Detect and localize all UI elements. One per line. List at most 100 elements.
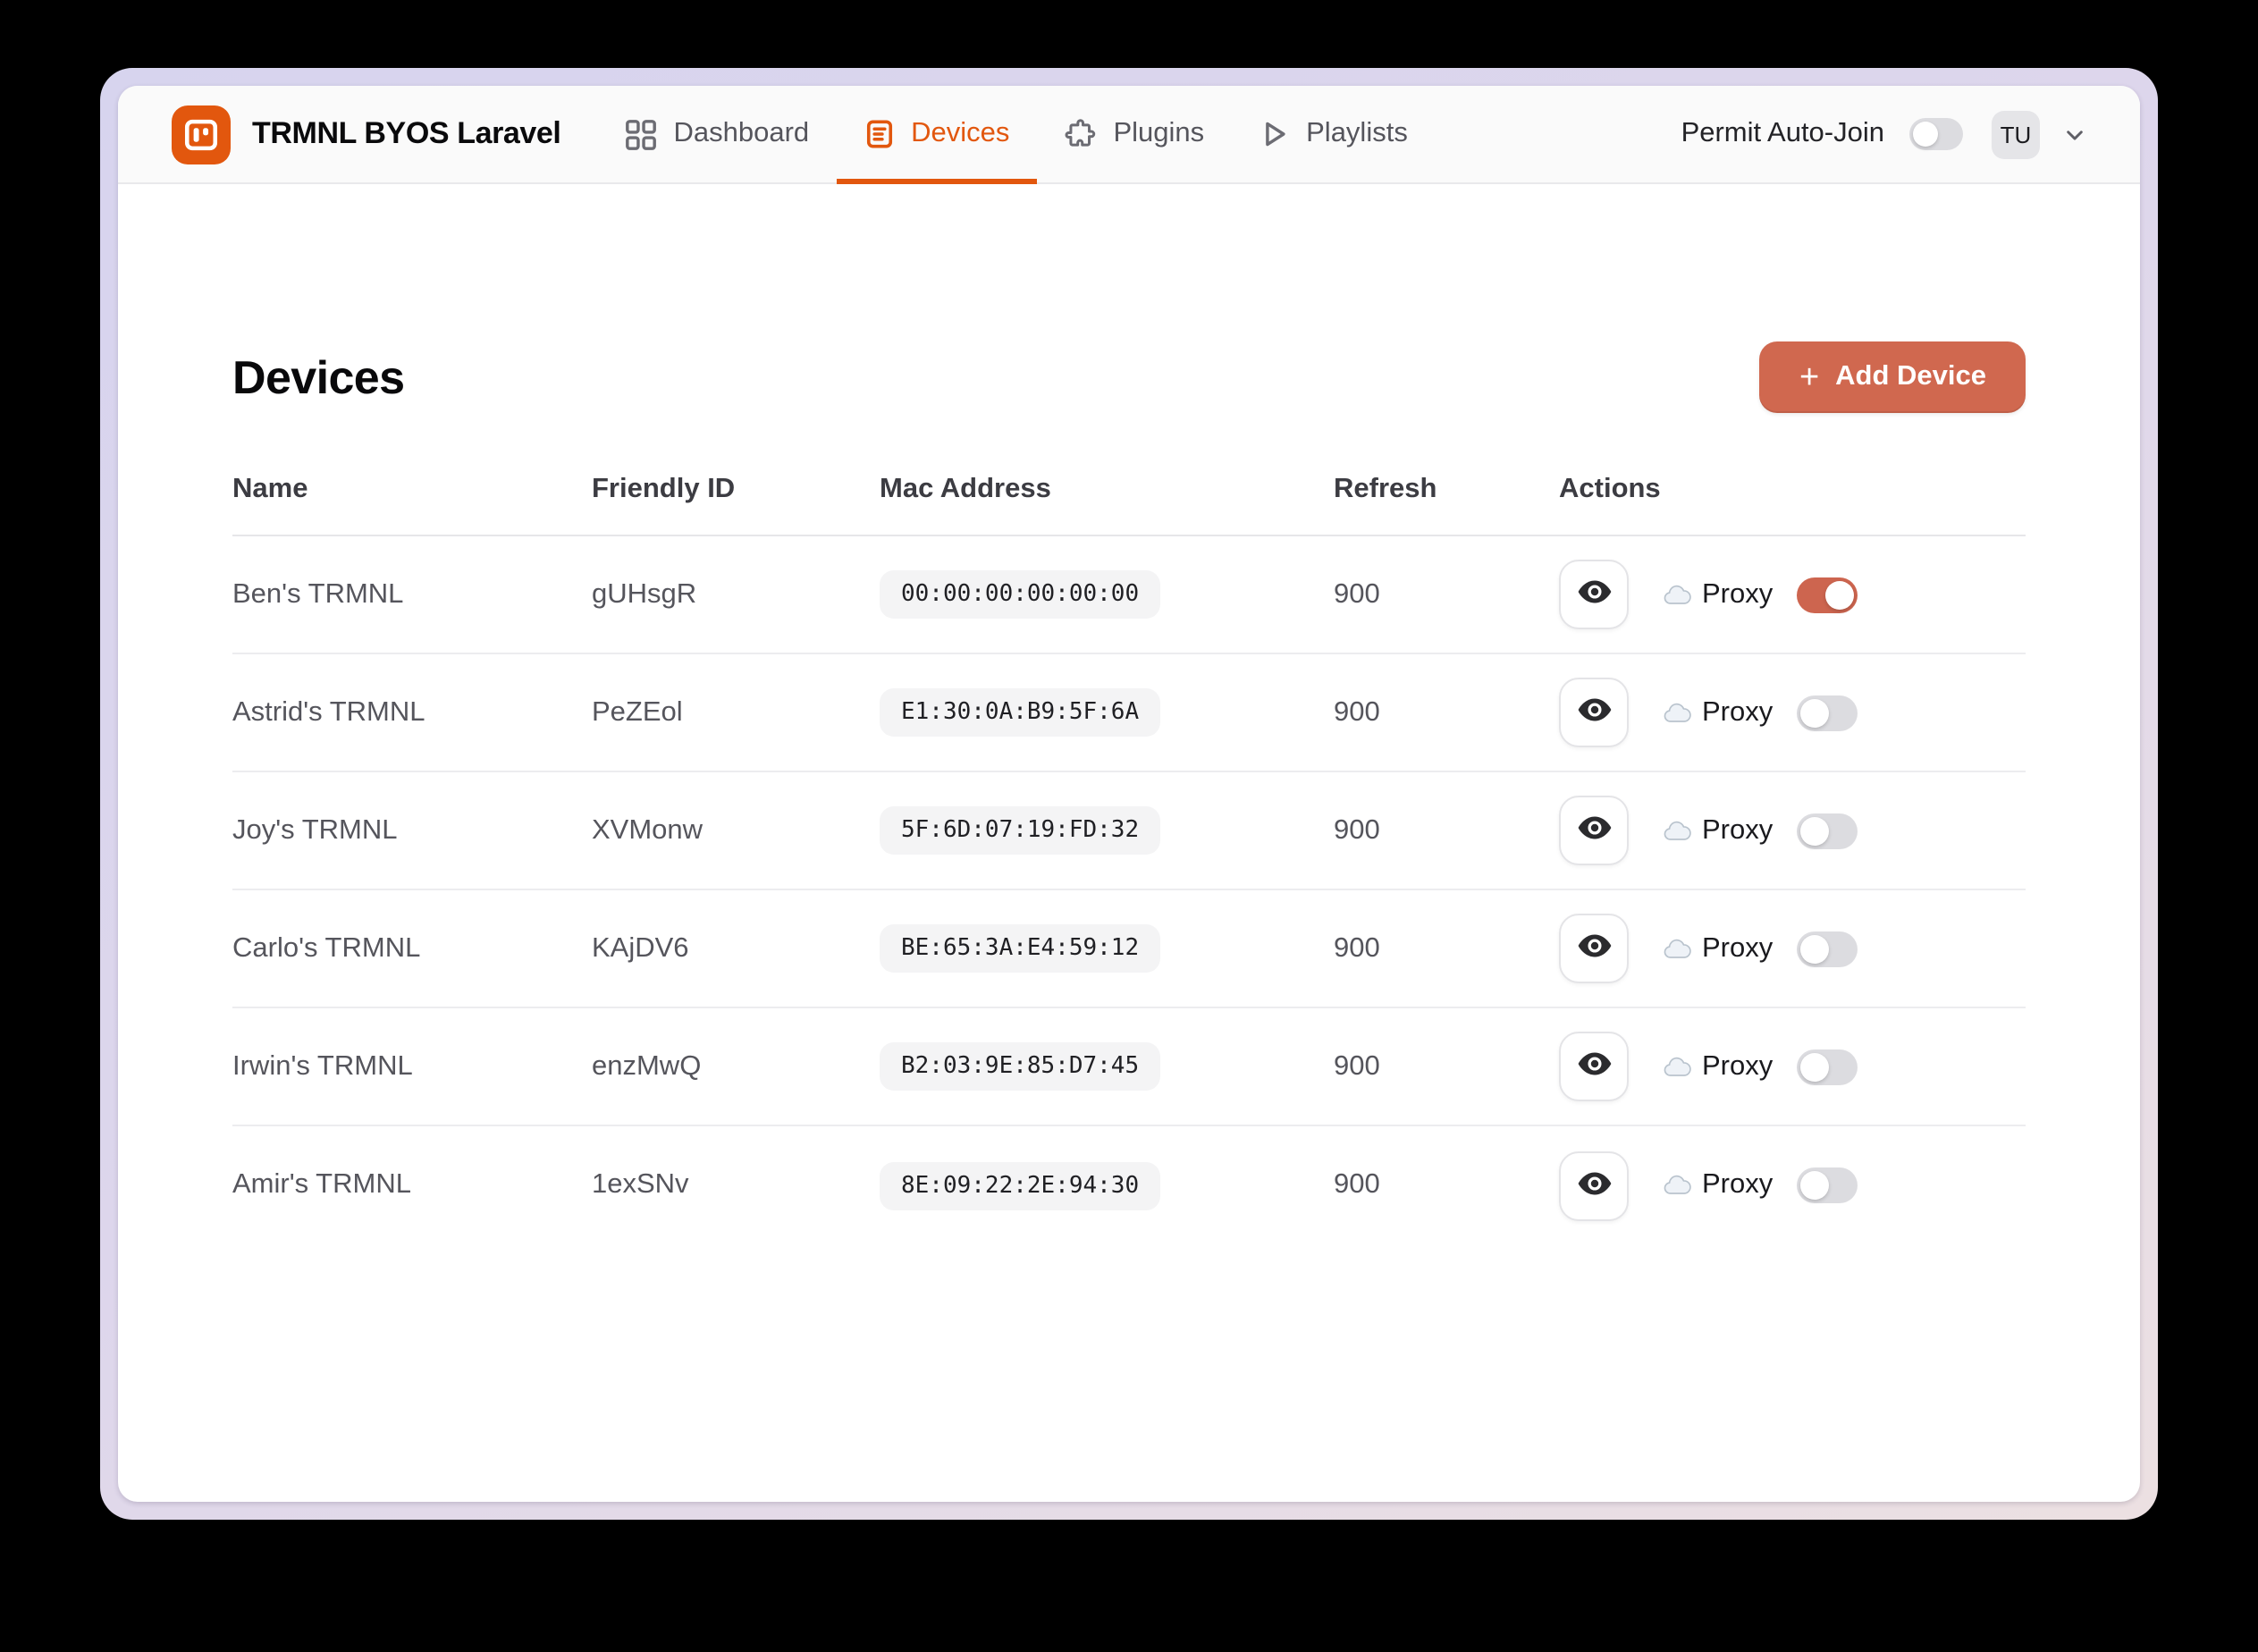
header-right: Permit Auto-Join TU — [1681, 110, 2086, 158]
devices-table: Name Friendly ID Mac Address Refresh Act… — [232, 474, 2026, 1244]
proxy-control: Proxy — [1661, 813, 1858, 848]
view-device-button[interactable] — [1559, 1150, 1629, 1220]
page-head: Devices + Add Device — [232, 341, 2026, 413]
proxy-label: Proxy — [1702, 1169, 1774, 1200]
device-mac-address: 00:00:00:00:00:00 — [880, 570, 1161, 619]
avatar[interactable]: TU — [1992, 110, 2040, 158]
device-name: Carlo's TRMNL — [232, 932, 421, 963]
add-device-button[interactable]: + Add Device — [1759, 341, 2026, 413]
device-refresh: 900 — [1334, 1050, 1380, 1081]
device-friendly-id: PeZEol — [592, 696, 683, 727]
table-body: Ben's TRMNL gUHsgR 00:00:00:00:00:00 900 — [232, 536, 2026, 1244]
eye-icon — [1574, 690, 1613, 735]
device-friendly-id: XVMonw — [592, 814, 704, 845]
cloud-icon — [1661, 1050, 1693, 1083]
device-mac-address: 8E:09:22:2E:94:30 — [880, 1161, 1161, 1210]
table-row: Carlo's TRMNL KAjDV6 BE:65:3A:E4:59:12 9… — [232, 890, 2026, 1008]
device-friendly-id: 1exSNv — [592, 1169, 689, 1200]
chevron-down-icon[interactable] — [2063, 122, 2086, 146]
eye-icon — [1574, 926, 1613, 971]
view-device-button[interactable] — [1559, 678, 1629, 747]
app-title: TRMNL BYOS Laravel — [252, 116, 561, 150]
proxy-label: Proxy — [1702, 1050, 1774, 1081]
app-window: TRMNL BYOS Laravel Dashboard — [118, 86, 2140, 1502]
devices-page: Devices + Add Device Name Friendly ID Ma… — [118, 341, 2140, 1244]
avatar-initials: TU — [2000, 121, 2032, 148]
device-actions: Proxy — [1559, 1032, 2026, 1101]
proxy-toggle[interactable] — [1796, 1167, 1858, 1203]
nav-item-plugins[interactable]: Plugins — [1036, 86, 1231, 183]
view-device-button[interactable] — [1559, 796, 1629, 865]
permit-auto-join-label: Permit Auto-Join — [1681, 118, 1884, 148]
nav-label: Devices — [911, 118, 1010, 148]
proxy-control: Proxy — [1661, 931, 1858, 966]
table-header: Name Friendly ID Mac Address Refresh Act… — [232, 474, 2026, 536]
grid-icon — [624, 117, 658, 151]
device-name: Joy's TRMNL — [232, 814, 398, 845]
column-header-friendly-id: Friendly ID — [592, 474, 736, 504]
cloud-icon — [1661, 578, 1693, 611]
main-nav: Dashboard Devices — [597, 86, 1435, 183]
device-refresh: 900 — [1334, 578, 1380, 609]
trmnl-logo-icon[interactable] — [172, 105, 231, 164]
device-friendly-id: KAjDV6 — [592, 932, 689, 963]
device-name: Irwin's TRMNL — [232, 1050, 413, 1081]
nav-item-dashboard[interactable]: Dashboard — [597, 86, 837, 183]
nav-label: Dashboard — [673, 118, 810, 148]
cloud-icon — [1661, 814, 1693, 847]
proxy-control: Proxy — [1661, 695, 1858, 730]
view-device-button[interactable] — [1559, 560, 1629, 629]
permit-auto-join-toggle[interactable] — [1909, 118, 1963, 150]
proxy-label: Proxy — [1702, 932, 1774, 963]
proxy-label: Proxy — [1702, 578, 1774, 609]
device-refresh: 900 — [1334, 814, 1380, 845]
proxy-toggle[interactable] — [1796, 577, 1858, 612]
proxy-control: Proxy — [1661, 1049, 1858, 1084]
device-mac-address: E1:30:0A:B9:5F:6A — [880, 688, 1161, 737]
table-row: Irwin's TRMNL enzMwQ B2:03:9E:85:D7:45 9… — [232, 1008, 2026, 1126]
puzzle-icon — [1063, 117, 1097, 151]
column-header-refresh: Refresh — [1334, 474, 1437, 504]
eye-icon — [1574, 1163, 1613, 1208]
nav-item-playlists[interactable]: Playlists — [1231, 86, 1435, 183]
view-device-button[interactable] — [1559, 1032, 1629, 1101]
device-list-icon — [863, 118, 895, 150]
proxy-toggle[interactable] — [1796, 813, 1858, 848]
device-actions: Proxy — [1559, 914, 2026, 983]
proxy-control: Proxy — [1661, 577, 1858, 612]
nav-label: Plugins — [1113, 118, 1205, 148]
view-device-button[interactable] — [1559, 914, 1629, 983]
device-friendly-id: gUHsgR — [592, 578, 697, 609]
cloud-icon — [1661, 932, 1693, 965]
device-mac-address: B2:03:9E:85:D7:45 — [880, 1042, 1161, 1091]
cloud-icon — [1661, 1169, 1693, 1201]
table-row: Ben's TRMNL gUHsgR 00:00:00:00:00:00 900 — [232, 536, 2026, 654]
proxy-toggle[interactable] — [1796, 931, 1858, 966]
cloud-icon — [1661, 696, 1693, 729]
device-actions: Proxy — [1559, 560, 2026, 629]
device-mac-address: BE:65:3A:E4:59:12 — [880, 924, 1161, 973]
eye-icon — [1574, 808, 1613, 853]
table-row: Joy's TRMNL XVMonw 5F:6D:07:19:FD:32 900 — [232, 772, 2026, 890]
device-name: Ben's TRMNL — [232, 578, 404, 609]
play-icon — [1258, 118, 1290, 150]
column-header-name: Name — [232, 474, 308, 504]
device-refresh: 900 — [1334, 932, 1380, 963]
device-actions: Proxy — [1559, 796, 2026, 865]
device-name: Astrid's TRMNL — [232, 696, 425, 727]
device-refresh: 900 — [1334, 696, 1380, 727]
device-name: Amir's TRMNL — [232, 1169, 411, 1200]
device-actions: Proxy — [1559, 678, 2026, 747]
table-row: Astrid's TRMNL PeZEol E1:30:0A:B9:5F:6A … — [232, 654, 2026, 772]
eye-icon — [1574, 1044, 1613, 1089]
table-row: Amir's TRMNL 1exSNv 8E:09:22:2E:94:30 90… — [232, 1126, 2026, 1244]
proxy-control: Proxy — [1661, 1167, 1858, 1203]
plus-icon: + — [1799, 358, 1820, 396]
eye-icon — [1574, 572, 1613, 617]
proxy-toggle[interactable] — [1796, 695, 1858, 730]
proxy-toggle[interactable] — [1796, 1049, 1858, 1084]
nav-item-devices[interactable]: Devices — [836, 86, 1037, 183]
page-title: Devices — [232, 350, 405, 403]
device-actions: Proxy — [1559, 1150, 2026, 1220]
